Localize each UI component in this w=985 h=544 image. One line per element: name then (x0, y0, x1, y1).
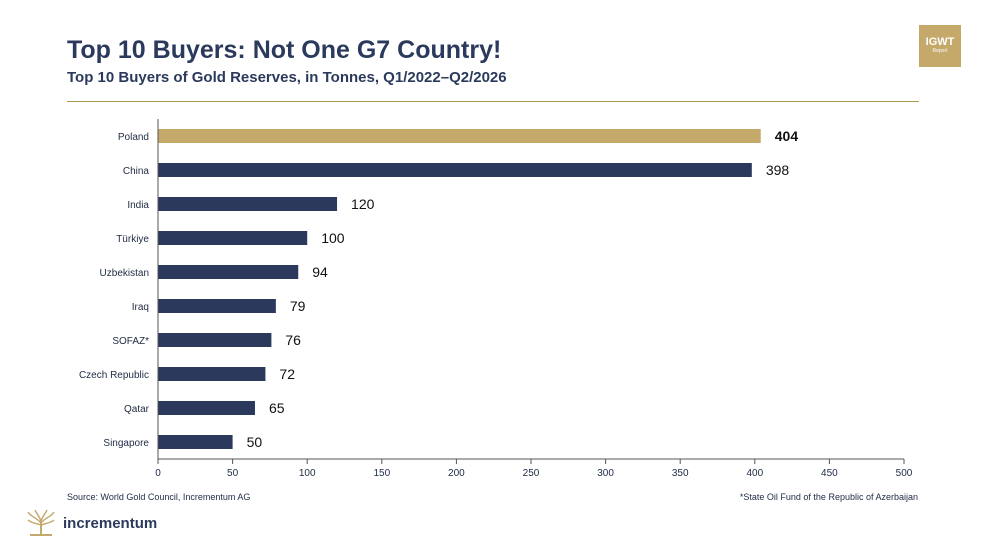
bar (158, 333, 272, 347)
bar (158, 129, 761, 143)
x-tick-label: 350 (672, 468, 689, 479)
page-title: Top 10 Buyers: Not One G7 Country! (67, 36, 502, 64)
source-note: Source: World Gold Council, Incrementum … (67, 492, 251, 502)
category-label: India (127, 200, 149, 211)
bar (158, 163, 752, 177)
bar (158, 197, 338, 211)
badge-sublabel: Report (932, 48, 948, 54)
footnote: *State Oil Fund of the Republic of Azerb… (739, 492, 918, 502)
x-tick-label: 300 (597, 468, 614, 479)
category-label: Czech Republic (79, 370, 149, 381)
x-tick-label: 150 (373, 468, 390, 479)
category-label: Poland (118, 132, 149, 143)
data-label: 65 (269, 400, 285, 416)
bar (158, 401, 255, 415)
category-label: Iraq (132, 302, 149, 313)
x-tick-label: 100 (299, 468, 316, 479)
data-label: 398 (766, 162, 790, 178)
bar (158, 299, 276, 313)
data-label: 72 (279, 366, 295, 382)
brand-logo: incrementum (27, 509, 157, 537)
badge-label: IGWT (925, 36, 955, 48)
data-label: 94 (312, 264, 328, 280)
x-tick-label: 50 (227, 468, 239, 479)
x-tick-label: 0 (155, 468, 161, 479)
category-label: China (123, 166, 150, 177)
x-tick-label: 250 (523, 468, 540, 479)
category-label: Qatar (124, 404, 150, 415)
bar (158, 265, 299, 279)
bar (158, 231, 308, 245)
brand-name: incrementum (63, 514, 158, 532)
data-label: 79 (290, 298, 306, 314)
x-tick-label: 200 (448, 468, 465, 479)
category-label: Uzbekistan (100, 268, 149, 279)
data-label: 76 (285, 332, 301, 348)
x-tick-label: 450 (821, 468, 838, 479)
bar-chart: Poland 404 China 398 India 120 Türkiye 100 Uzbek… (79, 119, 913, 479)
tree-logo-icon (27, 509, 55, 536)
bar (158, 367, 266, 381)
title-divider (67, 101, 919, 102)
data-label: 50 (247, 434, 263, 450)
category-label: Türkiye (116, 234, 149, 245)
category-label: SOFAZ* (112, 336, 149, 347)
page-subtitle: Top 10 Buyers of Gold Reserves, in Tonne… (67, 69, 507, 86)
igwt-badge: IGWT Report (919, 25, 961, 67)
data-label: 404 (775, 128, 799, 144)
data-label: 120 (351, 196, 375, 212)
category-label: Singapore (103, 438, 149, 449)
bar (158, 435, 233, 449)
data-label: 100 (321, 230, 345, 246)
x-tick-label: 400 (746, 468, 763, 479)
x-tick-label: 500 (896, 468, 913, 479)
